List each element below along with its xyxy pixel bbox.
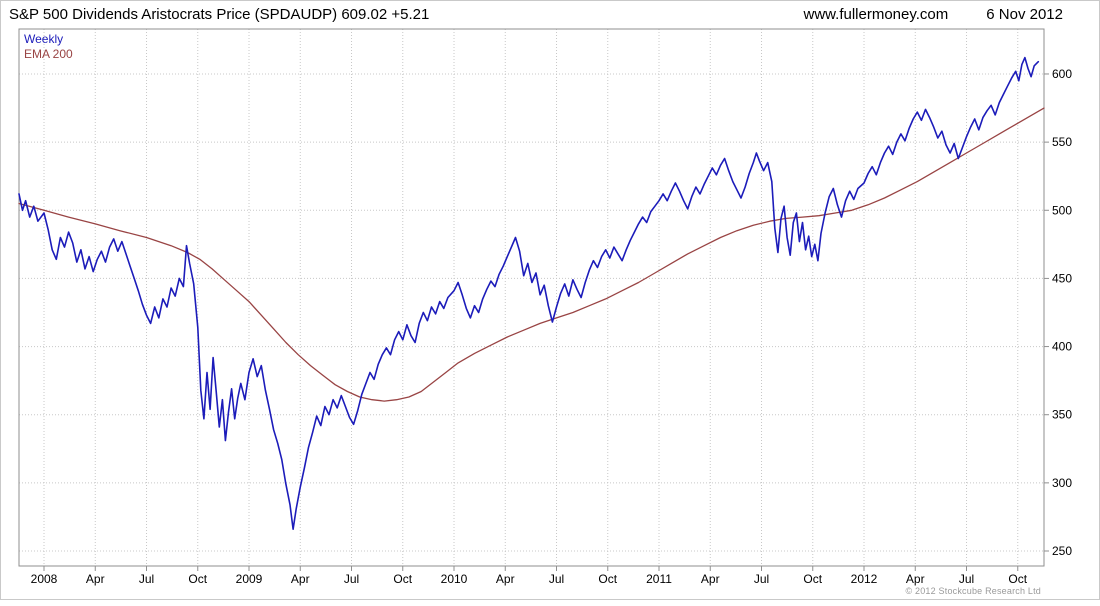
plot-frame xyxy=(18,28,1045,567)
y-tick-label: 450 xyxy=(1052,271,1072,285)
x-tick-label: Jul xyxy=(959,572,974,586)
chart-legend: Weekly EMA 200 xyxy=(24,32,73,62)
x-tick-label: 2010 xyxy=(441,572,468,586)
copyright-notice: © 2012 Stockcube Research Ltd xyxy=(905,586,1041,596)
x-tick-label: Jul xyxy=(754,572,769,586)
x-tick-label: 2008 xyxy=(31,572,58,586)
chart-header: S&P 500 Dividends Aristocrats Price (SPD… xyxy=(1,1,1099,28)
x-tick-label: Apr xyxy=(291,572,310,586)
x-tick-label: Apr xyxy=(86,572,105,586)
x-tick-label: Apr xyxy=(701,572,720,586)
x-tick-label: Apr xyxy=(906,572,925,586)
website-label: www.fullermoney.com xyxy=(803,6,949,23)
y-tick-label: 550 xyxy=(1052,135,1072,149)
date-label: 6 Nov 2012 xyxy=(986,6,1063,23)
y-tick-label: 400 xyxy=(1052,340,1072,354)
x-tick-label: 2011 xyxy=(646,572,672,586)
y-tick-label: 500 xyxy=(1052,203,1072,217)
chart-title: S&P 500 Dividends Aristocrats Price (SPD… xyxy=(9,6,430,23)
legend-weekly-label: Weekly xyxy=(24,32,64,46)
y-tick-label: 600 xyxy=(1052,67,1072,81)
y-tick-label: 350 xyxy=(1052,408,1072,422)
price-line xyxy=(18,56,1040,531)
y-tick-label: 300 xyxy=(1052,476,1072,490)
x-tick-label: Jul xyxy=(344,572,359,586)
x-tick-label: Oct xyxy=(1008,572,1027,586)
x-tick-label: Jul xyxy=(139,572,154,586)
x-tick-label: Oct xyxy=(803,572,822,586)
x-tick-label: 2012 xyxy=(851,572,878,586)
x-tick-label: Oct xyxy=(393,572,412,586)
x-tick-label: Jul xyxy=(549,572,564,586)
x-tick-label: Oct xyxy=(598,572,617,586)
ema-line xyxy=(18,107,1045,402)
x-tick-label: Apr xyxy=(496,572,515,586)
y-tick-label: 250 xyxy=(1052,544,1072,558)
x-tick-label: Oct xyxy=(188,572,207,586)
x-tick-label: 2009 xyxy=(236,572,263,586)
legend-ema-label: EMA 200 xyxy=(24,47,73,61)
header-right: www.fullermoney.com 6 Nov 2012 xyxy=(804,6,1064,23)
